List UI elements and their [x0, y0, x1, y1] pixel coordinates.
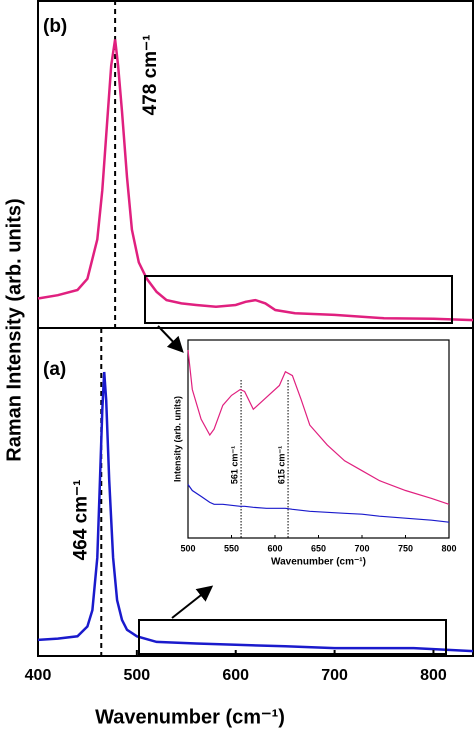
annotation: 464 cm⁻¹ — [70, 480, 91, 561]
x-axis-label: Wavenumber (cm⁻¹) — [95, 706, 285, 728]
spectrum-line — [37, 39, 474, 322]
x-tick-label: 600 — [222, 667, 249, 684]
panel-label: (b) — [43, 16, 67, 37]
y-axis-label: Intensity (arb. units) — [172, 396, 182, 482]
spectrum-line — [187, 349, 450, 505]
x-tick-label: 500 — [180, 543, 195, 553]
x-tick-label: 800 — [441, 543, 456, 553]
x-tick-label: 650 — [311, 543, 326, 553]
x-tick-label: 500 — [124, 667, 151, 684]
x-tick-label: 700 — [321, 667, 348, 684]
x-tick-label: 800 — [420, 667, 447, 684]
spectrum-line — [37, 371, 474, 653]
x-tick-label: 550 — [224, 543, 239, 553]
y-axis-label: Raman Intensity (arb. units) — [3, 198, 25, 461]
inset-frame — [187, 339, 450, 539]
plot-layer — [37, 0, 474, 657]
panel-label: (a) — [43, 359, 66, 380]
highlight-box — [144, 275, 453, 324]
annotation: 561 cm⁻¹ — [229, 446, 239, 484]
spectrum-line — [187, 484, 450, 523]
annotation: 478 cm⁻¹ — [140, 35, 161, 116]
x-axis-label: Wavenumber (cm⁻¹) — [271, 557, 366, 568]
x-tick-label: 700 — [354, 543, 369, 553]
x-tick-label: 400 — [25, 667, 52, 684]
x-tick-label: 750 — [398, 543, 413, 553]
annotation: 615 cm⁻¹ — [276, 446, 286, 484]
arrow — [157, 325, 184, 353]
x-tick-label: 600 — [267, 543, 282, 553]
highlight-box — [138, 619, 447, 655]
arrow — [171, 585, 214, 619]
